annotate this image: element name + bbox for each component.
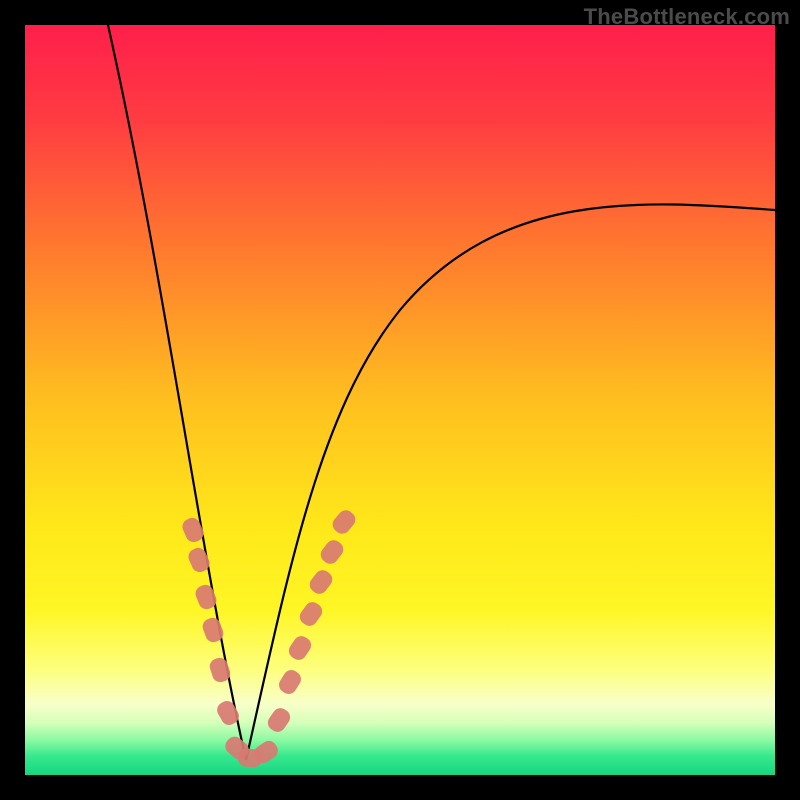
chart-stage: TheBottleneck.com: [0, 0, 800, 800]
plot-area: [25, 25, 775, 775]
watermark-text: TheBottleneck.com: [584, 4, 790, 30]
chart-svg: [0, 0, 800, 800]
